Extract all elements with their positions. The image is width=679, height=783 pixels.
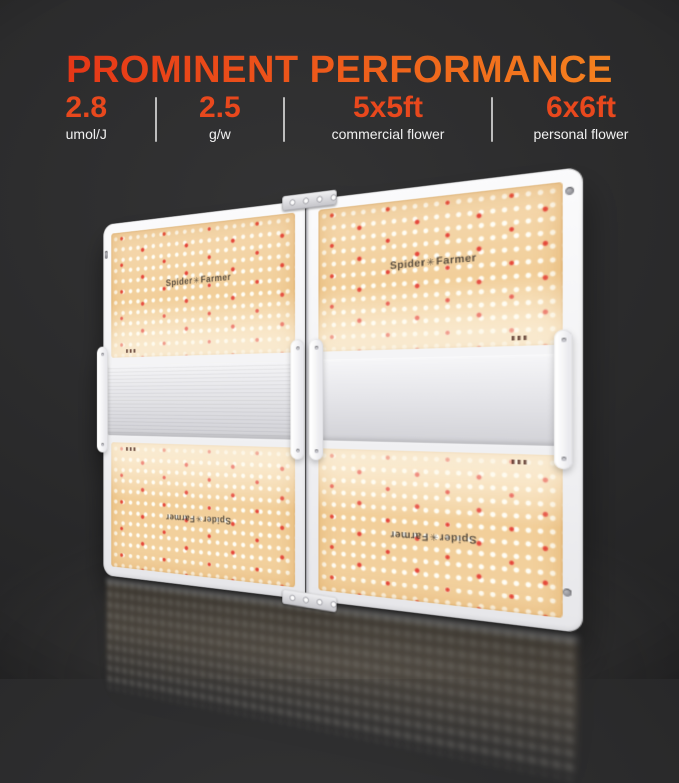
panel-half-left: SpiderFarmer SpiderFarmer [96,200,306,600]
stat-divider [154,97,157,142]
stat-coverage-personal: 6x6ft personal flower [493,92,669,142]
fold-section [313,345,570,456]
stat-divider [283,97,286,142]
stat-value: 5x5ft [353,91,424,124]
product-ad-page: { "header": { "title": "PROMINENT PERFOR… [0,0,679,679]
led-board-top-right: SpiderFarmer [318,181,563,352]
stat-value: 2.8 [65,91,108,124]
spider-logo-icon [428,530,439,542]
led-board-bottom-left: SpiderFarmer [111,442,296,588]
page-title: PROMINENT PERFORMANCE [0,49,679,92]
stats-row: 2.8 umol/J 2.5 g/w 5x5ft commercial flow… [18,92,669,142]
stat-label: g/w [208,125,231,142]
stat-label: personal flower [533,125,629,142]
connector-marks [511,459,529,465]
stat-efficacy: 2.8 umol/J [18,92,155,142]
frame-slot [104,250,108,259]
spiderfarmer-logo: SpiderFarmer [166,512,231,526]
led-board-top-left: SpiderFarmer [111,212,296,358]
grow-light-panel: SpiderFarmer SpiderFarmer SpiderFarmer S… [96,166,583,782]
hanger-bracket [290,339,305,460]
frame-hole [565,186,575,196]
stat-value: 6x6ft [545,91,616,124]
led-board-bottom-right: SpiderFarmer [318,448,563,619]
panel-half-right: SpiderFarmer SpiderFarmer [308,166,583,634]
connector-marks [511,335,529,341]
spiderfarmer-logo: SpiderFarmer [390,252,477,272]
heatsink-band [107,360,300,440]
hanger-bracket [554,329,573,470]
spiderfarmer-logo: SpiderFarmer [166,272,231,289]
stat-divider [490,97,493,142]
stat-yield: 2.5 g/w [157,92,284,142]
heatsink-band [313,353,570,447]
fold-section [107,352,300,447]
stat-label: commercial flower [331,125,445,142]
connector-marks [126,447,137,452]
spider-logo-icon [195,513,203,524]
connector-marks [126,348,137,353]
frame-hole [562,588,572,598]
stat-coverage-commercial: 5x5ft commercial flower [285,92,491,142]
stat-label: umol/J [65,125,107,142]
hanger-bracket [96,346,108,453]
stat-value: 2.5 [198,91,241,124]
hanger-bracket [309,338,324,461]
spiderfarmer-logo: SpiderFarmer [390,528,477,545]
